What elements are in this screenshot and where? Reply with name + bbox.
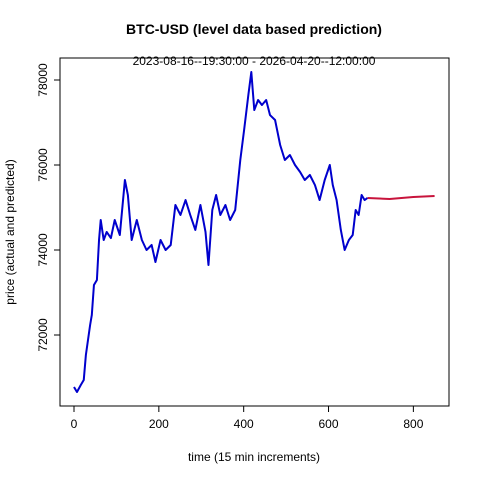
x-tick-label: 200 — [149, 417, 169, 431]
series-line — [367, 194, 435, 201]
y-tick-label: 72000 — [36, 318, 50, 352]
chart-subtitle: 2023-08-16--19:30:00 - 2026-04-20--12:00… — [133, 54, 376, 68]
x-axis-label: time (15 min increments) — [188, 450, 320, 464]
y-tick-label: 76000 — [36, 148, 50, 182]
chart-title: BTC-USD (level data based prediction) — [126, 21, 382, 37]
y-tick-label: 78000 — [36, 63, 50, 97]
x-tick-label: 0 — [71, 417, 78, 431]
x-tick-label: 600 — [319, 417, 339, 431]
y-axis-label: price (actual and predicted) — [3, 159, 17, 304]
x-tick-label: 400 — [234, 417, 254, 431]
y-tick-label: 74000 — [36, 233, 50, 267]
series-line — [73, 71, 369, 393]
x-tick-label: 800 — [403, 417, 423, 431]
